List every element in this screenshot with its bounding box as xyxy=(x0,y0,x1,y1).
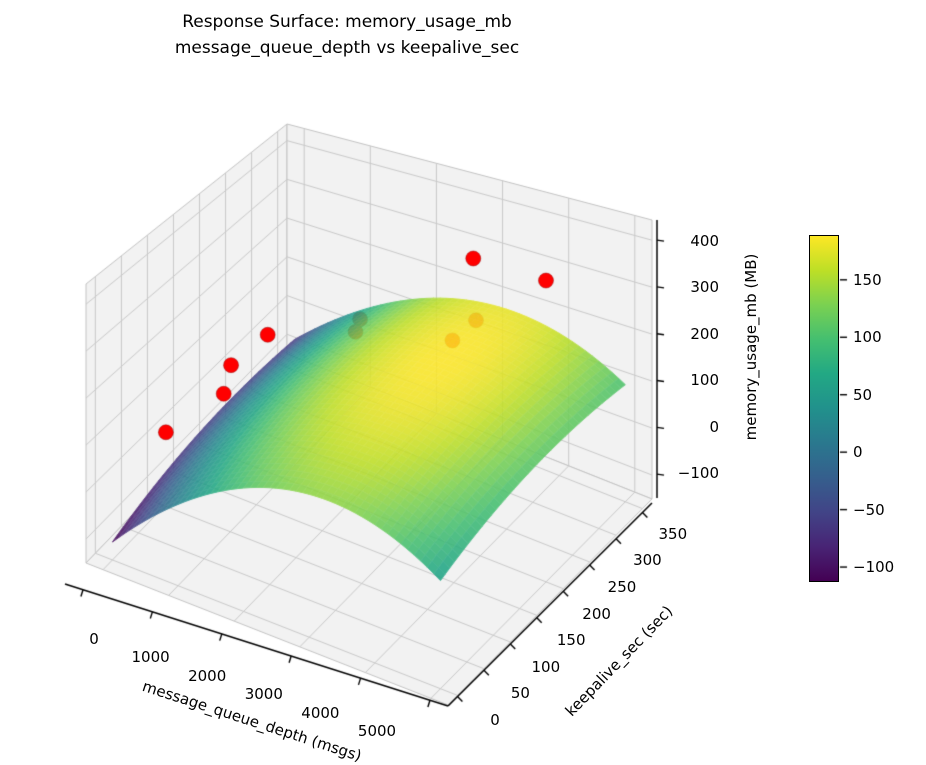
colorbar xyxy=(809,235,839,582)
colorbar-tick-label: −50 xyxy=(853,500,885,519)
z-tick-label: 0 xyxy=(709,417,719,436)
z-axis-label: memory_usage_mb (MB) xyxy=(742,253,760,441)
colorbar-tick-label: 100 xyxy=(853,328,882,347)
colorbar-tick-label: 0 xyxy=(853,443,863,462)
y-tick-label: 150 xyxy=(556,631,586,650)
y-tick-label: 200 xyxy=(582,604,611,623)
y-tick-label: 100 xyxy=(531,657,561,676)
colorbar-tick-label: −100 xyxy=(853,558,895,576)
x-tick-label: 0 xyxy=(89,630,99,648)
z-tick-label: 300 xyxy=(690,278,719,297)
colorbar-tick-label: 150 xyxy=(853,271,882,289)
z-tick-label: 200 xyxy=(690,324,719,343)
x-tick-label: 5000 xyxy=(357,722,397,740)
chart-title-line1: Response Surface: memory_usage_mb xyxy=(182,12,512,32)
y-tick-label: 350 xyxy=(658,524,688,543)
y-tick-label: 50 xyxy=(510,684,530,703)
y-tick-label: 250 xyxy=(607,578,637,596)
x-tick-label: 4000 xyxy=(301,703,340,722)
x-tick-label: 3000 xyxy=(244,685,283,704)
z-tick-label: 400 xyxy=(690,232,719,250)
x-tick-label: 2000 xyxy=(188,666,227,685)
z-tick-label: −100 xyxy=(677,464,719,482)
z-tick-label: 100 xyxy=(690,371,719,390)
x-tick-label: 1000 xyxy=(131,648,170,667)
y-tick-label: 0 xyxy=(490,711,500,729)
chart-title-line2: message_queue_depth vs keepalive_sec xyxy=(174,38,520,58)
y-tick-label: 300 xyxy=(633,551,662,570)
chart-title: Response Surface: memory_usage_mb messag… xyxy=(47,9,647,61)
colorbar-tick-label: 50 xyxy=(853,385,873,404)
